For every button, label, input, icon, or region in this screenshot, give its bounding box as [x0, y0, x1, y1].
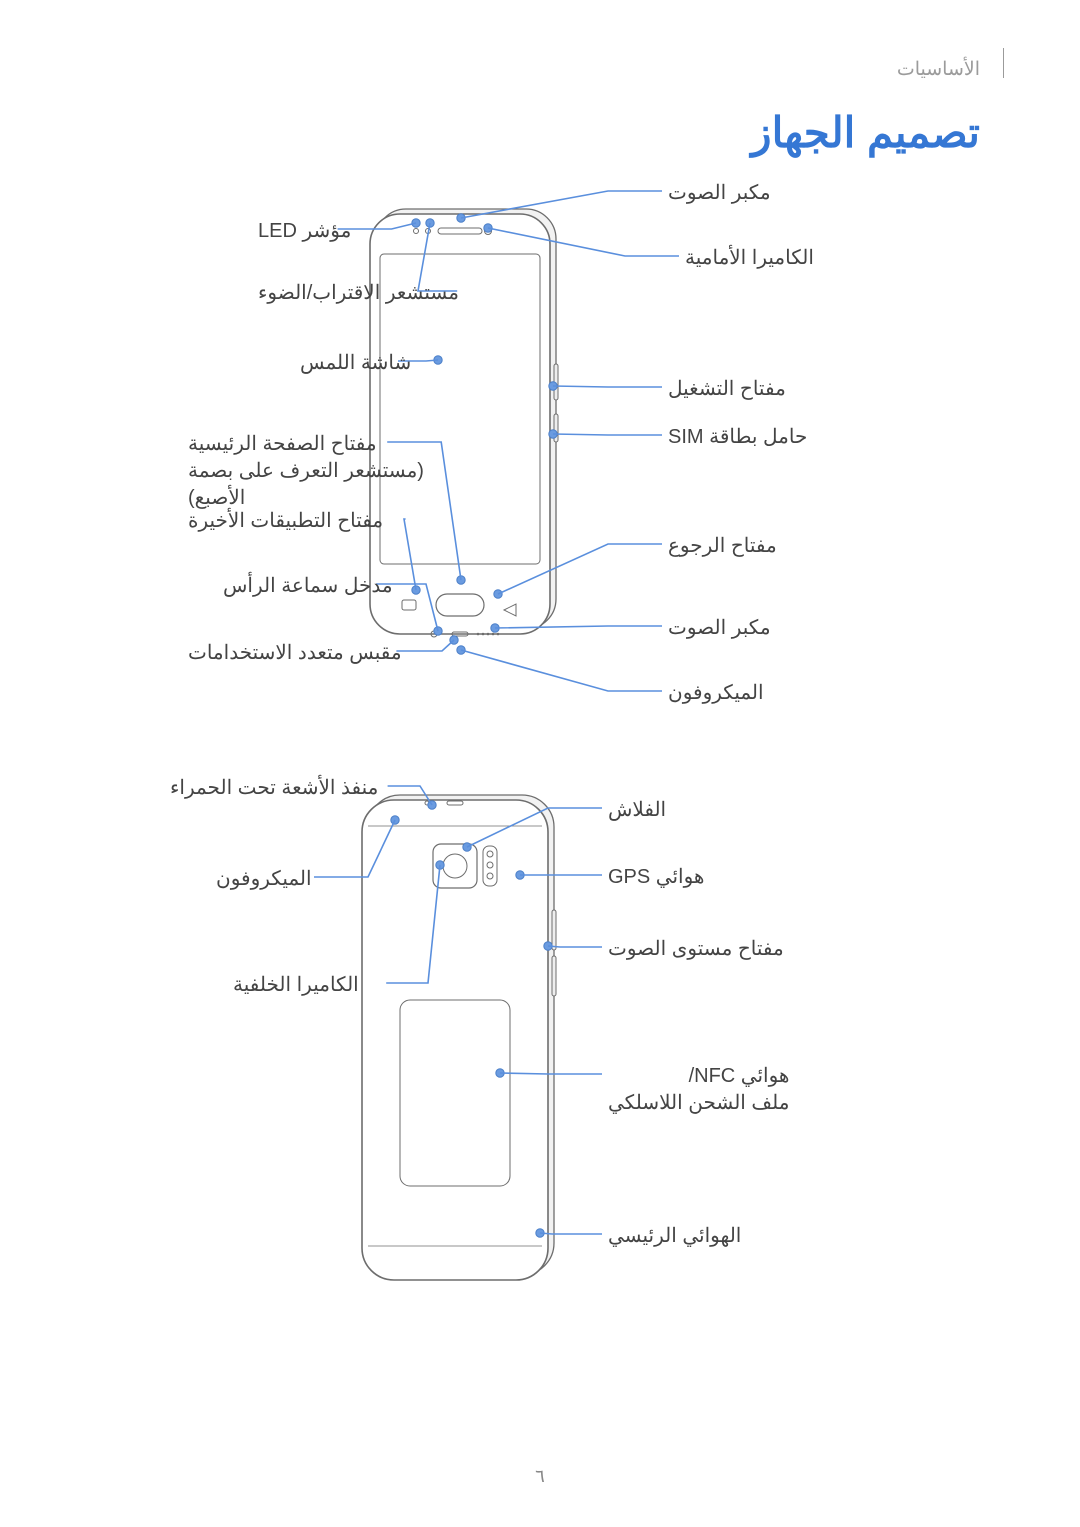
diagram-svg — [0, 0, 1080, 1527]
callout-label-speaker_top: مكبر الصوت — [668, 180, 771, 207]
breadcrumb-divider — [1003, 48, 1004, 78]
callout-label-front_camera: الكاميرا الأمامية — [685, 245, 814, 272]
callout-label-mic2: الميكروفون — [216, 866, 312, 893]
callout-label-multi: مقبس متعدد الاستخدامات — [188, 640, 402, 667]
page: الأساسيات تصميم الجهاز ٦ مكبر الصوت الكام… — [0, 0, 1080, 1527]
callout-label-earphone: مدخل سماعة الرأس — [223, 573, 393, 600]
callout-label-gps: هوائي GPS — [608, 864, 704, 891]
callout-label-power: مفتاح التشغيل — [668, 376, 786, 403]
callout-label-mic: الميكروفون — [668, 680, 764, 707]
breadcrumb: الأساسيات — [897, 58, 980, 81]
callout-label-ir: منفذ الأشعة تحت الحمراء — [170, 775, 378, 802]
callout-label-touchscreen: شاشة اللمس — [300, 350, 411, 377]
callout-label-back_key: مفتاح الرجوع — [668, 533, 777, 560]
callout-label-rear_cam: الكاميرا الخلفية — [233, 972, 359, 999]
callout-label-volume: مفتاح مستوى الصوت — [608, 936, 784, 963]
page-title: تصميم الجهاز — [751, 108, 980, 157]
page-number: ٦ — [535, 1466, 545, 1487]
callout-label-led: مؤشر LED — [258, 218, 351, 245]
callout-label-proximity: مستشعر الاقتراب/الضوء — [258, 280, 459, 307]
callout-label-main_ant: الهوائي الرئيسي — [608, 1223, 741, 1250]
callout-label-sim: حامل بطاقة SIM — [668, 424, 807, 451]
callout-label-nfc: هوائي NFC/ ملف الشحن اللاسلكي — [608, 1063, 789, 1117]
callout-label-speaker_bot: مكبر الصوت — [668, 615, 771, 642]
callout-label-recents: مفتاح التطبيقات الأخيرة — [188, 508, 383, 535]
callout-label-home: مفتاح الصفحة الرئيسية (مستشعر التعرف على… — [188, 431, 424, 512]
callout-label-flash: الفلاش — [608, 797, 666, 824]
